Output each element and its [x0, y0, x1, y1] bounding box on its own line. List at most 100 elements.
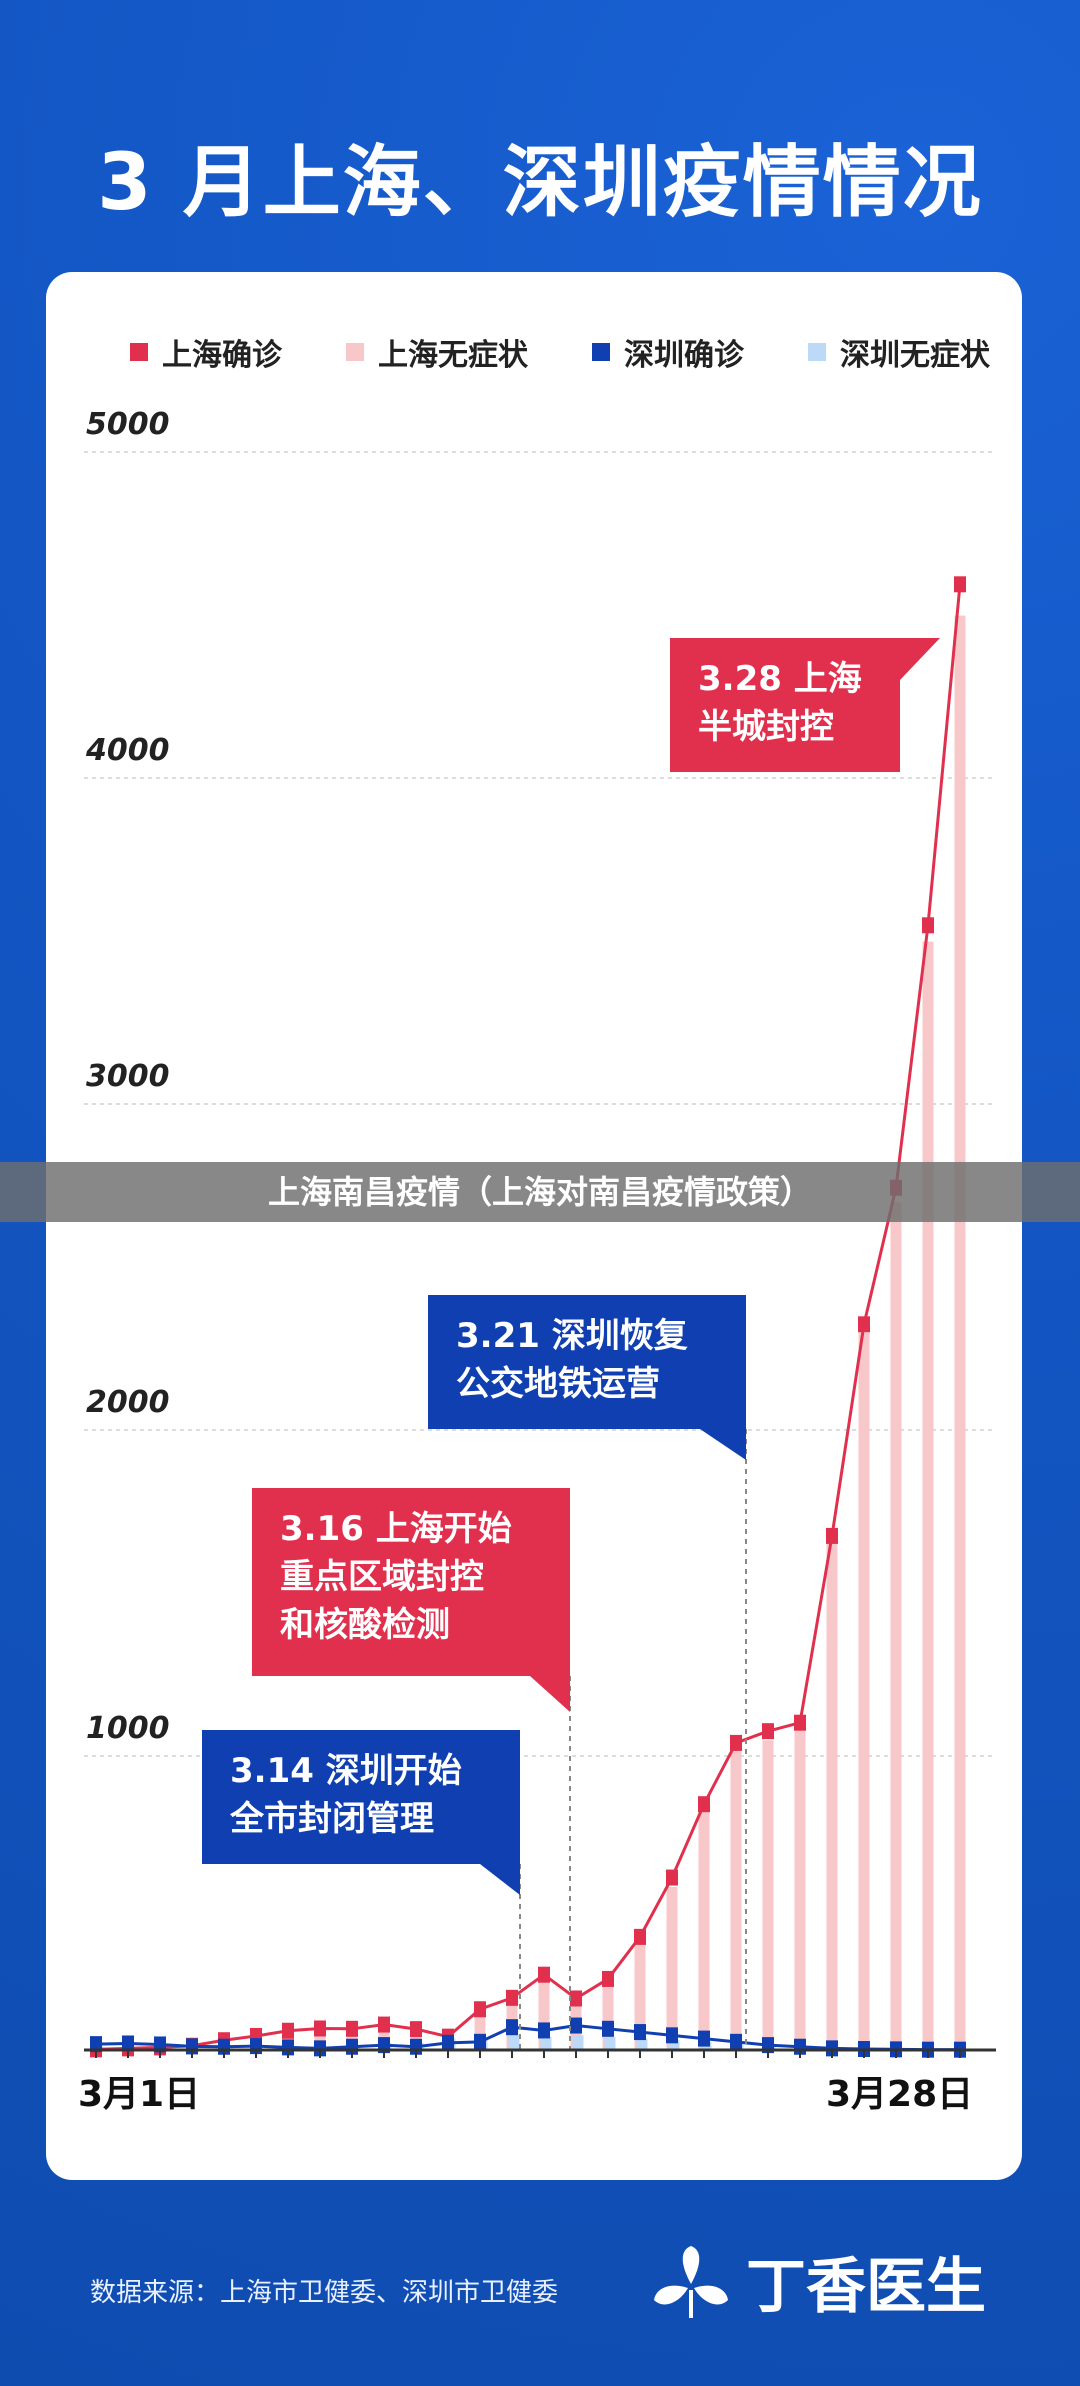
legend-label: 深圳确诊 [624, 338, 744, 373]
flower-icon [654, 2245, 728, 2318]
annotation-text: 和核酸检测 [280, 1605, 450, 1645]
annotation-box [428, 1295, 746, 1429]
sh-confirmed-point [762, 1723, 774, 1740]
y-tick-label: 1000 [86, 1711, 170, 1746]
bar-sh-asym [922, 941, 934, 2050]
annotation-text: 3.28 上海 [698, 659, 862, 699]
y-tick-label: 5000 [86, 407, 170, 442]
sh-confirmed-point [314, 2020, 326, 2037]
sh-confirmed-point [538, 1966, 550, 1983]
page-title: 3 月上海、深圳疫情情况 [97, 138, 983, 228]
x-tick-label: 3月1日 [78, 2074, 200, 2115]
annotation-tail [480, 1864, 520, 1895]
legend-item-sz-asym: 深圳无症状 [808, 330, 990, 374]
bar-sh-asym [858, 1332, 870, 2050]
bar-sh-asym [890, 1202, 902, 2050]
bar-sz-asym [668, 2040, 680, 2050]
annotation-box [202, 1730, 520, 1864]
sz-confirmed-point [666, 2027, 678, 2044]
sz-confirmed-point [538, 2022, 550, 2039]
legend-label: 深圳无症状 [840, 338, 990, 373]
sh-confirmed-point [634, 1928, 646, 1945]
sz-confirmed-point [442, 2034, 454, 2051]
bar-sh-asym [954, 615, 966, 2050]
bar-sh-asym [666, 1887, 678, 2050]
legend-swatch [592, 343, 610, 361]
annotation-text: 3.21 深圳恢复 [456, 1316, 688, 1356]
bar-sh-asym [538, 1975, 550, 2050]
bar-sz-asym [572, 2035, 584, 2050]
sz-confirmed-point [154, 2036, 166, 2053]
sz-confirmed-point [826, 2040, 838, 2057]
sh-confirmed-point [698, 1796, 710, 1813]
sh-confirmed-point [922, 917, 934, 934]
bar-sh-asym [698, 1812, 710, 2050]
sz-confirmed-point [122, 2035, 134, 2052]
legend-item-sh-asym: 上海无症状 [346, 330, 528, 374]
sh-confirmed-point [794, 1714, 806, 1731]
sz-confirmed-point [730, 2033, 742, 2050]
y-tick-label: 2000 [86, 1385, 170, 1420]
sh-confirmed-point [602, 1970, 614, 1987]
annotation-text: 重点区域封控 [280, 1557, 484, 1597]
annotation-text: 公交地铁运营 [456, 1364, 660, 1404]
y-tick-label: 4000 [85, 733, 170, 768]
bar-sh-asym [474, 2009, 486, 2050]
sh-confirmed-point [666, 1869, 678, 1886]
sz-confirmed-point [602, 2020, 614, 2037]
x-tick-label: 3月28日 [826, 2074, 973, 2115]
bar-sh-asym [730, 1750, 742, 2050]
bar-sh-asym [602, 1981, 614, 2050]
legend-item-sh-confirmed: 上海确诊 [130, 330, 282, 374]
sz-confirmed-point [90, 2036, 102, 2053]
bar-sh-asym [634, 1939, 646, 2050]
sh-confirmed-point [858, 1316, 870, 1333]
brand-name: 丁香医生 [746, 2252, 986, 2322]
annotation-tail [530, 1676, 570, 1712]
sz-confirmed-point [570, 2017, 582, 2034]
bar-sh-asym [826, 1541, 838, 2050]
sz-confirmed-point [314, 2040, 326, 2057]
annotation-text: 3.16 上海开始 [280, 1509, 512, 1549]
sh-confirmed-point [282, 2022, 294, 2039]
sz-confirmed-point [634, 2024, 646, 2041]
sh-confirmed-point [730, 1734, 742, 1751]
sh-confirmed-point [506, 1989, 518, 2006]
sh-confirmed-point [570, 1990, 582, 2007]
sh-confirmed-point [378, 2016, 390, 2033]
annotation-box [252, 1488, 570, 1676]
bar-sz-asym [636, 2038, 648, 2050]
annotation-text: 半城封控 [698, 707, 834, 747]
bar-sz-asym [540, 2036, 552, 2050]
sz-confirmed-point [698, 2030, 710, 2047]
sh-confirmed-point [346, 2020, 358, 2037]
bar-sh-asym [794, 1724, 806, 2050]
legend-swatch [130, 343, 148, 361]
legend-swatch [808, 343, 826, 361]
sh-confirmed-point [474, 2001, 486, 2018]
legend-item-sz-confirmed: 深圳确诊 [592, 330, 744, 374]
annotation-tail [700, 1429, 746, 1460]
sh-confirmed-point [954, 576, 966, 593]
data-source: 数据来源：上海市卫健委、深圳市卫健委 [90, 2278, 559, 2308]
y-tick-label: 3000 [86, 1059, 170, 1094]
overlay-banner: 上海南昌疫情（上海对南昌疫情政策） [0, 1162, 1080, 1222]
bar-sz-asym [508, 2035, 520, 2050]
annotation-text: 全市封闭管理 [229, 1799, 434, 1839]
brand-logo: 丁香医生 [650, 2238, 986, 2325]
sz-confirmed-point [506, 2019, 518, 2036]
sh-confirmed-point [826, 1527, 838, 1544]
annotation-box [670, 638, 900, 772]
legend-label: 上海无症状 [378, 338, 528, 373]
bar-sh-asym [762, 1740, 774, 2050]
bar-sz-asym [604, 2036, 616, 2050]
sz-confirmed-line [95, 2024, 960, 2052]
legend-swatch [346, 343, 364, 361]
chart-legend: 上海确诊 上海无症状 深圳确诊 深圳无症状 [130, 330, 990, 374]
annotation-text: 3.14 深圳开始 [230, 1751, 462, 1791]
sh-confirmed-point [410, 2021, 422, 2038]
legend-label: 上海确诊 [162, 338, 282, 373]
annotation-tail [900, 638, 940, 680]
sh-confirmed-line [95, 584, 962, 2051]
